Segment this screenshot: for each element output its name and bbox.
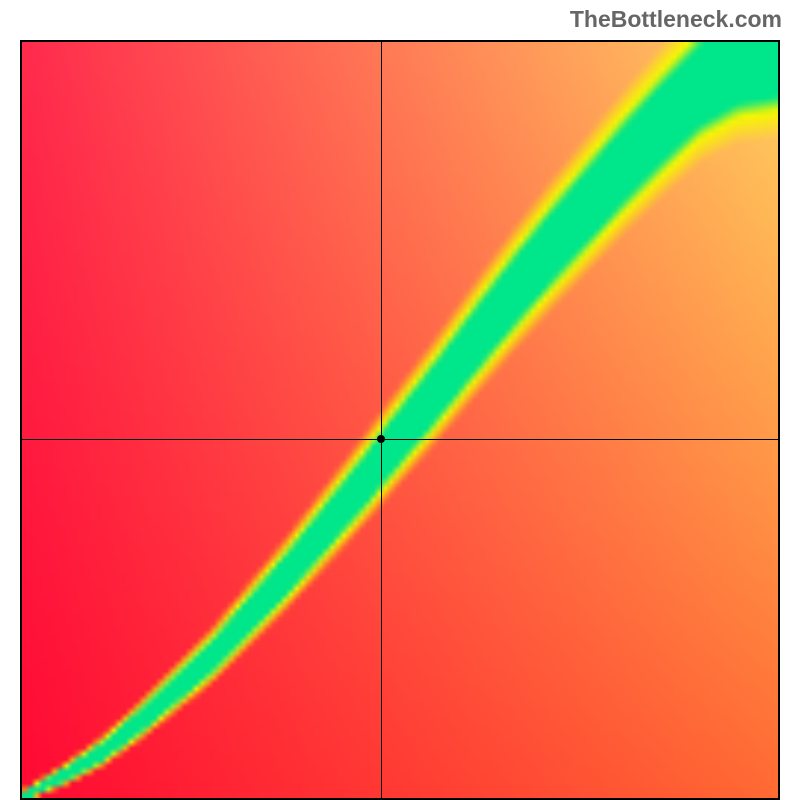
heatmap-canvas xyxy=(22,42,778,798)
crosshair-vertical xyxy=(381,42,382,798)
watermark-text: TheBottleneck.com xyxy=(570,6,782,33)
crosshair-horizontal xyxy=(22,439,778,440)
bottleneck-heatmap xyxy=(20,40,780,800)
marker-dot xyxy=(377,435,385,443)
